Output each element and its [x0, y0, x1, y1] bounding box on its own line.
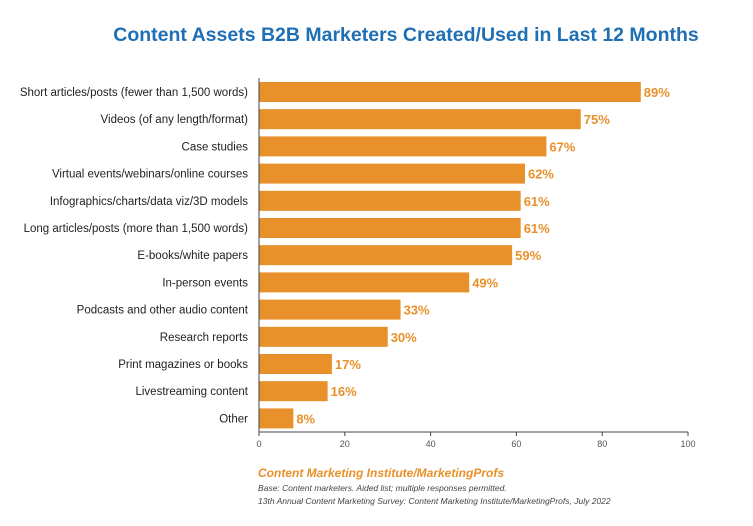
bar — [259, 245, 513, 266]
bar — [259, 326, 388, 347]
category-label: Livestreaming content — [135, 386, 248, 398]
chart-title: Content Assets B2B Marketers Created/Use… — [113, 24, 699, 46]
category-label: Videos (of any length/format) — [101, 114, 249, 126]
category-label: Other — [219, 413, 248, 425]
value-labels-group: 89% 75% 67% 62% 61% 61% 59% 49% 33% 30% 17% 16% 8% — [296, 85, 670, 426]
bar — [259, 354, 332, 374]
value-label: 67% — [549, 139, 575, 154]
category-label: Short articles/posts (fewer than 1,500 w… — [20, 87, 248, 99]
bar — [259, 109, 581, 130]
x-tick-label: 20 — [340, 439, 350, 449]
bar — [259, 272, 470, 293]
bar — [259, 163, 525, 184]
bars-group — [259, 82, 641, 429]
value-label: 75% — [584, 112, 610, 127]
bar — [259, 381, 328, 402]
bar — [259, 82, 641, 102]
category-label: Case studies — [182, 141, 249, 153]
category-label: Virtual events/webinars/online courses — [52, 169, 248, 181]
category-label: In-person events — [162, 277, 248, 289]
value-label: 89% — [644, 85, 670, 100]
category-label: Infographics/charts/data viz/3D models — [50, 196, 248, 208]
survey-note: 13th Annual Content Marketing Survey: Co… — [258, 496, 611, 506]
bar — [259, 136, 547, 157]
bar — [259, 408, 294, 429]
category-label: Long articles/posts (more than 1,500 wor… — [24, 223, 249, 235]
x-axis: 0 20 40 60 80 100 — [256, 78, 696, 449]
value-label: 49% — [472, 275, 498, 290]
bar — [259, 299, 401, 320]
value-label: 62% — [528, 167, 554, 182]
value-label: 16% — [331, 384, 357, 399]
value-label: 30% — [391, 330, 417, 345]
value-label: 33% — [404, 303, 430, 318]
x-tick-label: 100 — [680, 439, 695, 449]
source-credit: Content Marketing Institute/MarketingPro… — [258, 466, 505, 480]
x-tick-label: 40 — [426, 439, 436, 449]
bar — [259, 190, 521, 211]
x-tick-label: 0 — [256, 439, 261, 449]
value-label: 8% — [296, 411, 315, 426]
value-label: 61% — [524, 194, 550, 209]
category-labels-group: Short articles/posts (fewer than 1,500 w… — [20, 87, 249, 425]
category-label: Research reports — [160, 332, 248, 344]
x-tick-label: 80 — [597, 439, 607, 449]
value-label: 59% — [515, 248, 541, 263]
value-label: 61% — [524, 221, 550, 236]
category-label: Podcasts and other audio content — [77, 305, 249, 317]
x-tick-label: 60 — [511, 439, 521, 449]
category-label: E-books/white papers — [137, 250, 248, 262]
base-note: Base: Content marketers. Aided list; mul… — [258, 483, 507, 493]
bar — [259, 218, 521, 238]
value-label: 17% — [335, 357, 361, 372]
category-label: Print magazines or books — [118, 359, 248, 371]
